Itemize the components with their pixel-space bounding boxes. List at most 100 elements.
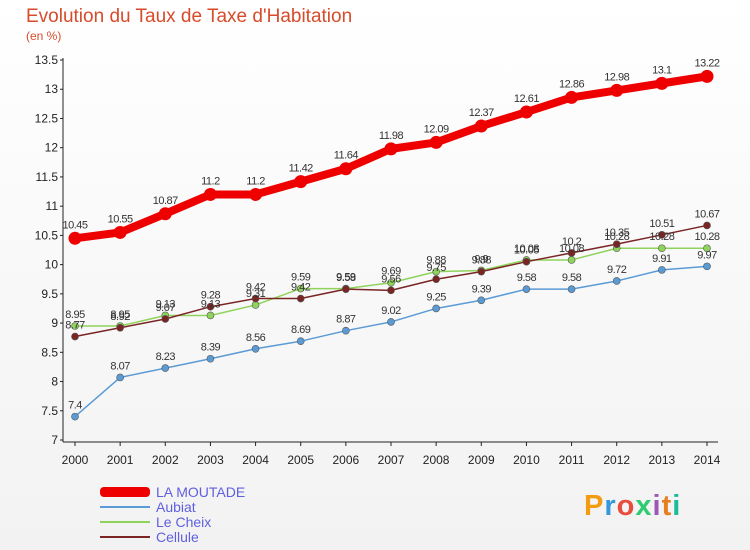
data-point-aubiat xyxy=(342,326,350,335)
x-tick-label: 2007 xyxy=(378,453,405,467)
proxiti-logo: Proxiti xyxy=(584,490,681,523)
legend-label-cellule: Cellule xyxy=(156,529,199,545)
y-tick-label: 7 xyxy=(51,433,58,447)
data-point-la-moutade xyxy=(68,231,82,245)
data-label-cellule: 9.56 xyxy=(381,273,401,285)
data-label-le-cheix: 10.08 xyxy=(559,243,584,255)
data-label-la-moutade: 13.22 xyxy=(694,57,719,69)
y-tick-label: 13.5 xyxy=(35,53,59,67)
y-tick-label: 9.5 xyxy=(41,287,58,301)
x-tick-label: 2013 xyxy=(649,453,676,467)
data-label-le-cheix: 9.69 xyxy=(381,266,401,278)
data-point-la-moutade xyxy=(113,225,127,239)
data-label-cellule: 9.42 xyxy=(246,282,266,294)
data-label-le-cheix: 9.13 xyxy=(201,298,221,310)
data-label-la-moutade: 12.09 xyxy=(424,123,449,135)
data-label-le-cheix: 8.95 xyxy=(65,309,85,321)
x-tick-label: 2000 xyxy=(62,453,89,467)
data-point-cellule xyxy=(116,323,124,332)
data-label-la-moutade: 11.2 xyxy=(246,175,265,187)
data-point-le-cheix xyxy=(658,244,666,253)
data-point-la-moutade xyxy=(700,69,714,83)
legend-label-aubiat: Aubiat xyxy=(156,499,196,515)
data-label-la-moutade: 12.37 xyxy=(469,107,494,119)
x-tick-label: 2001 xyxy=(107,453,134,467)
x-tick-label: 2008 xyxy=(423,453,450,467)
x-tick-label: 2012 xyxy=(603,453,630,467)
logo-letter: i xyxy=(672,490,682,522)
data-label-le-cheix: 9.59 xyxy=(336,272,356,284)
data-label-cellule: 10.67 xyxy=(694,208,719,220)
data-point-la-moutade xyxy=(519,105,533,119)
y-tick-label: 12 xyxy=(45,141,59,155)
data-label-la-moutade: 12.61 xyxy=(514,93,539,105)
legend-label-le-cheix: Le Cheix xyxy=(156,514,212,530)
data-point-la-moutade xyxy=(384,142,398,156)
y-tick-label: 8 xyxy=(51,375,58,389)
data-label-aubiat: 8.23 xyxy=(156,351,176,363)
data-label-le-cheix: 9.9 xyxy=(474,253,488,265)
data-point-cellule xyxy=(71,332,79,341)
data-label-cellule: 9.42 xyxy=(291,282,311,294)
data-point-le-cheix xyxy=(71,322,79,330)
y-tick-label: 11 xyxy=(46,199,59,213)
chart-title: Evolution du Taux de Taxe d'Habitation xyxy=(26,6,353,27)
data-point-cellule xyxy=(296,294,305,303)
data-label-le-cheix: 9.31 xyxy=(246,288,266,300)
y-tick-label: 12.5 xyxy=(35,111,59,125)
data-label-aubiat: 9.97 xyxy=(697,249,717,261)
data-label-aubiat: 9.58 xyxy=(517,272,537,284)
data-label-le-cheix: 10.28 xyxy=(694,231,719,243)
data-point-aubiat xyxy=(612,277,621,285)
logo-letter: o xyxy=(616,490,636,522)
data-label-la-moutade: 12.98 xyxy=(604,71,629,83)
logo-letter: x xyxy=(635,490,653,522)
data-label-aubiat: 9.72 xyxy=(607,264,627,276)
data-label-cellule: 9.07 xyxy=(156,302,176,314)
data-point-aubiat xyxy=(116,373,124,382)
data-label-la-moutade: 10.87 xyxy=(153,195,178,207)
data-label-aubiat: 9.02 xyxy=(381,305,401,317)
data-point-la-moutade xyxy=(249,187,263,201)
data-label-aubiat: 9.58 xyxy=(562,272,582,284)
data-point-cellule xyxy=(477,267,486,276)
data-label-cellule: 9.58 xyxy=(336,272,356,284)
data-point-le-cheix xyxy=(296,284,305,293)
data-point-le-cheix xyxy=(251,301,260,309)
data-label-le-cheix: 9.59 xyxy=(291,272,311,284)
y-tick-label: 9 xyxy=(51,316,58,330)
data-point-aubiat xyxy=(477,296,486,305)
data-point-la-moutade xyxy=(610,83,624,97)
data-point-la-moutade xyxy=(429,135,443,149)
data-point-le-cheix xyxy=(703,244,711,253)
data-label-la-moutade: 12.86 xyxy=(559,78,584,90)
data-point-aubiat xyxy=(206,354,215,363)
data-label-aubiat: 9.91 xyxy=(652,253,672,265)
data-label-cellule: 8.77 xyxy=(65,320,85,332)
y-tick-label: 11.5 xyxy=(36,170,59,184)
legend-swatch-le-cheix xyxy=(100,521,150,523)
data-point-la-moutade xyxy=(339,162,353,176)
data-point-cellule xyxy=(612,240,621,248)
logo-letter: t xyxy=(661,490,673,522)
data-label-cellule: 10.2 xyxy=(562,236,582,248)
data-label-cellule: 10.51 xyxy=(649,218,674,230)
data-point-cellule xyxy=(703,221,711,230)
data-point-cellule xyxy=(342,285,350,293)
legend-swatch-la-moutade xyxy=(100,487,150,497)
data-point-aubiat xyxy=(567,285,576,293)
data-point-la-moutade xyxy=(294,175,308,189)
data-label-le-cheix: 10.28 xyxy=(649,231,674,243)
y-tick-label: 8.5 xyxy=(41,345,58,359)
data-point-cellule xyxy=(251,294,260,303)
data-point-la-moutade xyxy=(655,76,669,90)
legend-swatch-cellule xyxy=(100,536,150,538)
data-point-cellule xyxy=(658,231,666,239)
data-label-cellule: 9.28 xyxy=(201,290,221,302)
data-label-le-cheix: 10.08 xyxy=(514,243,539,255)
data-label-la-moutade: 13.1 xyxy=(652,64,672,76)
data-label-la-moutade: 11.42 xyxy=(289,163,314,175)
data-point-la-moutade xyxy=(565,90,579,104)
